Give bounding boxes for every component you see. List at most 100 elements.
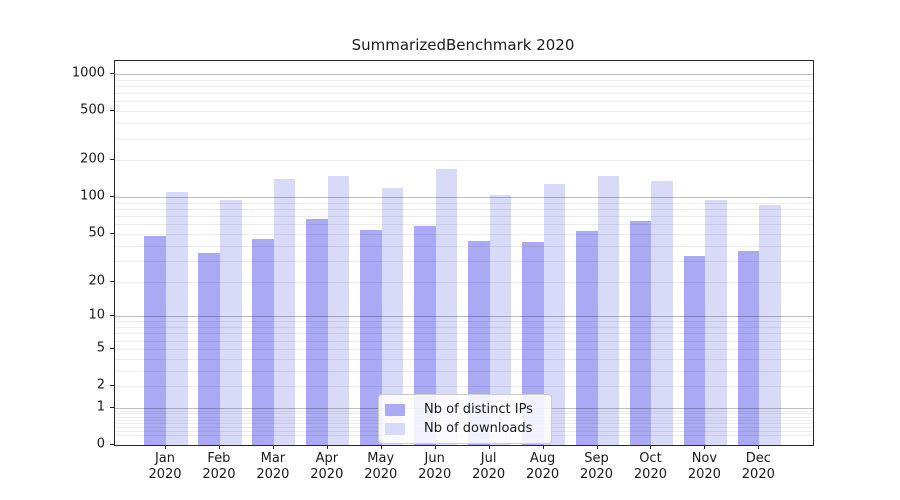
- x-tick-month: Apr: [315, 451, 339, 466]
- bar-distinct-ips[interactable]: [360, 229, 382, 445]
- minor-gridline: [115, 202, 813, 204]
- bar-downloads[interactable]: [273, 178, 296, 445]
- legend-swatch: [385, 403, 405, 416]
- bar-distinct-ips[interactable]: [306, 219, 328, 445]
- legend-label: Nb of downloads: [424, 421, 533, 436]
- minor-gridline: [115, 111, 813, 113]
- minor-gridline: [115, 123, 813, 125]
- bar-downloads[interactable]: [435, 168, 458, 445]
- bar-distinct-ips[interactable]: [575, 230, 598, 445]
- legend-item[interactable]: Nb of downloads: [385, 419, 545, 438]
- y-tick-mark: [110, 232, 114, 234]
- x-tick-month: Feb: [207, 451, 231, 466]
- y-tick-label: 5: [96, 340, 105, 356]
- x-tick-month: Aug: [529, 451, 556, 466]
- bar-downloads[interactable]: [543, 184, 566, 445]
- minor-gridline: [115, 209, 813, 211]
- x-tick-year: 2020: [418, 467, 452, 482]
- x-tick-year: 2020: [579, 467, 614, 482]
- y-tick-label: 1: [96, 399, 105, 415]
- minor-gridline: [115, 358, 813, 360]
- y-tick-mark: [110, 280, 114, 282]
- y-tick-mark: [110, 110, 114, 112]
- minor-gridline: [115, 233, 813, 235]
- bar-downloads[interactable]: [759, 205, 781, 445]
- y-tick-label: 10: [88, 307, 105, 323]
- x-tick-year: 2020: [364, 467, 398, 482]
- bar-distinct-ips[interactable]: [252, 239, 274, 445]
- y-tick-label: 20: [88, 273, 105, 288]
- minor-gridline: [115, 101, 813, 103]
- x-tick-year: 2020: [202, 467, 236, 482]
- minor-gridline: [115, 327, 813, 328]
- minor-gridline: [115, 245, 813, 247]
- bar-downloads[interactable]: [219, 199, 242, 445]
- x-tick-mark: [650, 445, 652, 449]
- bar-downloads[interactable]: [651, 181, 674, 445]
- y-tick-label: 2: [96, 377, 105, 393]
- x-tick-label: Aug 2020: [508, 451, 578, 483]
- bar-distinct-ips[interactable]: [468, 240, 490, 445]
- major-gridline: [115, 74, 813, 75]
- minor-gridline: [115, 93, 813, 95]
- x-tick-month: Dec: [745, 451, 771, 466]
- minor-gridline: [115, 138, 813, 140]
- bar-downloads[interactable]: [705, 200, 727, 445]
- chart-title: SummarizedBenchmark 2020: [351, 36, 575, 54]
- bar-downloads[interactable]: [489, 194, 512, 445]
- x-tick-year: 2020: [741, 467, 775, 482]
- y-tick-mark: [110, 196, 114, 198]
- bar-downloads[interactable]: [166, 192, 188, 445]
- y-tick-mark: [110, 385, 114, 386]
- major-gridline: [115, 316, 813, 318]
- legend-label: Nb of distinct IPs: [424, 402, 533, 417]
- bar-downloads[interactable]: [381, 187, 404, 445]
- y-tick-mark: [110, 159, 114, 161]
- minor-gridline: [115, 386, 813, 387]
- x-tick-month: Nov: [691, 451, 718, 466]
- y-tick-label: 0: [96, 436, 105, 452]
- legend-swatch: [385, 422, 405, 435]
- bar-distinct-ips[interactable]: [414, 226, 436, 445]
- bar-distinct-ips[interactable]: [683, 255, 706, 445]
- minor-gridline: [115, 160, 813, 162]
- x-tick-year: 2020: [687, 467, 721, 482]
- bar-downloads[interactable]: [327, 176, 350, 445]
- x-tick-mark: [326, 445, 328, 449]
- minor-gridline: [115, 340, 813, 342]
- y-tick-label: 100: [80, 188, 105, 204]
- x-tick-mark: [165, 445, 166, 449]
- x-tick-label: Nov 2020: [669, 451, 739, 483]
- y-tick-label: 1000: [71, 65, 105, 81]
- x-tick-mark: [542, 445, 544, 449]
- bar-distinct-ips[interactable]: [629, 220, 652, 445]
- bar-distinct-ips[interactable]: [144, 236, 166, 445]
- x-tick-mark: [434, 445, 436, 449]
- x-tick-year: 2020: [310, 467, 344, 482]
- x-tick-month: Jan: [154, 451, 176, 466]
- minor-gridline: [115, 79, 813, 81]
- minor-gridline: [115, 321, 813, 323]
- x-tick-year: 2020: [526, 467, 560, 482]
- bar-downloads[interactable]: [597, 175, 620, 445]
- x-tick-mark: [596, 445, 598, 449]
- x-tick-mark: [272, 445, 274, 449]
- legend-item[interactable]: Nb of distinct IPs: [385, 400, 545, 419]
- y-tick-mark: [110, 347, 114, 349]
- x-tick-label: Jul 2020: [454, 451, 524, 483]
- x-tick-label: Sep 2020: [562, 451, 632, 483]
- bar-distinct-ips[interactable]: [737, 251, 760, 445]
- x-tick-mark: [758, 445, 760, 449]
- bar-distinct-ips[interactable]: [198, 252, 220, 445]
- legend: Nb of distinct IPs Nb of downloads: [378, 394, 552, 444]
- x-tick-month: May: [367, 451, 395, 466]
- major-gridline: [115, 197, 813, 199]
- x-tick-year: 2020: [256, 467, 290, 482]
- x-tick-month: Mar: [260, 451, 286, 466]
- minor-gridline: [115, 260, 813, 262]
- x-tick-label: Oct 2020: [615, 451, 685, 483]
- minor-gridline: [115, 85, 813, 87]
- gridlines-layer: [115, 61, 813, 445]
- x-tick-label: Jun 2020: [400, 451, 470, 483]
